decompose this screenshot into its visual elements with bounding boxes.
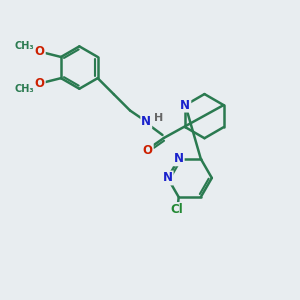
Text: H: H	[154, 113, 163, 123]
Text: O: O	[143, 144, 153, 157]
Text: N: N	[180, 99, 190, 112]
Text: CH₃: CH₃	[15, 84, 34, 94]
Text: O: O	[35, 77, 45, 90]
Text: N: N	[141, 115, 151, 128]
Text: Cl: Cl	[170, 203, 183, 216]
Text: CH₃: CH₃	[15, 41, 34, 51]
Text: N: N	[163, 172, 173, 184]
Text: O: O	[35, 45, 45, 58]
Text: N: N	[174, 152, 184, 165]
